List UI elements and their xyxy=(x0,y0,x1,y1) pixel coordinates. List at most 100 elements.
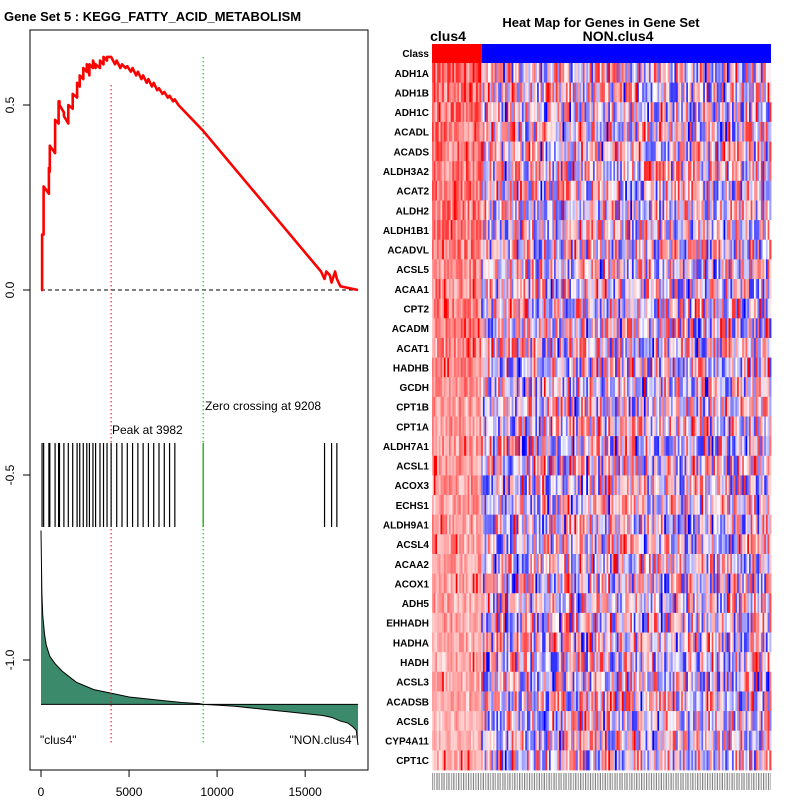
heatmap-row xyxy=(432,397,771,417)
heatmap-row xyxy=(432,83,771,103)
gene-row-label: EHHADH xyxy=(386,619,429,630)
gene-row-label: ALDH2 xyxy=(396,206,430,217)
heatmap-cell xyxy=(769,83,771,103)
group-a-label: clus4 xyxy=(430,28,466,44)
gene-row-label: ALDH1B1 xyxy=(383,226,430,237)
heatmap-cell xyxy=(769,299,771,319)
gene-row-label: ACSL3 xyxy=(396,678,429,689)
class-bar xyxy=(432,44,771,63)
heatmap-row xyxy=(432,377,771,397)
heatmap-row xyxy=(432,534,771,554)
heatmap-row xyxy=(432,102,771,122)
heatmap-cell xyxy=(769,161,771,181)
heatmap-row xyxy=(432,515,771,535)
y-tick-label: -0.5 xyxy=(3,464,17,485)
gene-row-label: ACSL5 xyxy=(396,265,429,276)
enrichment-plot: Gene Set 5 : KEGG_FATTY_ACID_METABOLISM … xyxy=(3,9,368,799)
heatmap-row xyxy=(432,220,771,240)
gene-row-label: ALDH7A1 xyxy=(383,442,430,453)
gene-row-label: ADH1C xyxy=(395,108,429,119)
heatmap-row xyxy=(432,181,771,201)
ranked-metric-fill xyxy=(41,531,358,746)
heatmap-row xyxy=(432,358,771,378)
zero-crossing-label: Zero crossing at 9208 xyxy=(205,399,321,413)
heatmap-row xyxy=(432,338,771,358)
gene-row-label: HADHB xyxy=(393,363,429,374)
gene-row-label: CPT2 xyxy=(403,304,429,315)
gene-row-label: ACSL1 xyxy=(396,462,429,473)
heatmap-cell xyxy=(769,338,771,358)
heatmap-row xyxy=(432,417,771,437)
gene-row-labels: ADH1AADH1BADH1CACADLACADSALDH3A2ACAT2ALD… xyxy=(383,69,430,767)
heatmap-row xyxy=(432,142,771,162)
heatmap-row xyxy=(432,161,771,181)
gene-row-label: ACOX1 xyxy=(395,579,430,590)
heatmap-panel: Heat Map for Genes in Gene Set clus4 NON… xyxy=(383,15,772,790)
heatmap-row xyxy=(432,495,771,515)
heatmap-cell xyxy=(769,318,771,338)
gene-hit-ticks xyxy=(42,443,337,527)
heatmap-row xyxy=(432,279,771,299)
heatmap-row xyxy=(432,122,771,142)
gene-row-label: CPT1B xyxy=(396,403,429,414)
heatmap-cell xyxy=(769,122,771,142)
gene-row-label: ACSL6 xyxy=(396,717,429,728)
class-bar-group-b xyxy=(482,44,771,63)
heatmap-cell xyxy=(769,358,771,378)
class-bar-group-a xyxy=(432,44,482,63)
heatmap-cell xyxy=(769,259,771,279)
heatmap-cell xyxy=(769,220,771,240)
heatmap-cell xyxy=(769,102,771,122)
gene-row-label: ACOX3 xyxy=(395,481,430,492)
gene-row-label: ADH1B xyxy=(395,88,429,99)
heatmap-cell xyxy=(769,475,771,495)
heatmap-row xyxy=(432,63,771,83)
heatmap-cell xyxy=(769,495,771,515)
gene-row-label: ALDH9A1 xyxy=(383,521,430,532)
gene-row-label: CPT1A xyxy=(396,422,429,433)
gene-row-label: ADH1A xyxy=(395,69,429,80)
heatmap-cell xyxy=(769,200,771,220)
running-enrichment-score xyxy=(41,57,358,290)
heatmap-cell xyxy=(769,240,771,260)
gene-row-label: CYP4A11 xyxy=(385,737,429,748)
gene-row-label: HADHA xyxy=(393,638,429,649)
y-tick-label: -1.0 xyxy=(3,649,17,670)
heatmap-cell xyxy=(769,279,771,299)
x-tick-label: 15000 xyxy=(288,785,322,799)
heatmap-cell xyxy=(769,142,771,162)
heatmap-row xyxy=(432,299,771,319)
left-class-label: "clus4" xyxy=(40,733,77,747)
enrichment-plot-title: Gene Set 5 : KEGG_FATTY_ACID_METABOLISM xyxy=(4,9,301,24)
heatmap-cell xyxy=(769,63,771,83)
heatmap-cells xyxy=(432,63,771,770)
heatmap-cell xyxy=(769,181,771,201)
heatmap-row xyxy=(432,200,771,220)
x-tick-label: 0 xyxy=(38,785,45,799)
gene-row-label: ACSL4 xyxy=(396,540,429,551)
heatmap-row xyxy=(432,475,771,495)
y-tick-label: 0.0 xyxy=(3,281,17,298)
running-es-line xyxy=(41,57,358,290)
group-b-label: NON.clus4 xyxy=(583,28,654,44)
heatmap-row xyxy=(432,259,771,279)
gene-row-label: HADH xyxy=(400,658,429,669)
gene-row-label: ACADVL xyxy=(387,246,429,257)
heatmap-row xyxy=(432,436,771,456)
heatmap-cell xyxy=(769,377,771,397)
y-tick-label: 0.5 xyxy=(3,96,17,113)
gene-row-label: ACADSB xyxy=(386,697,429,708)
heatmap-cell xyxy=(769,417,771,437)
heatmap-cell xyxy=(769,456,771,476)
ranked-metric-area xyxy=(41,531,358,746)
gene-row-label: ACADM xyxy=(392,324,429,335)
heatmap-cell xyxy=(769,515,771,535)
heatmap-row xyxy=(432,456,771,476)
gene-row-label: ACAT1 xyxy=(396,344,429,355)
x-tick-label: 5000 xyxy=(116,785,143,799)
class-row-label: Class xyxy=(402,49,429,60)
gene-row-label: ACAA1 xyxy=(395,285,430,296)
gene-row-label: GCDH xyxy=(400,383,429,394)
